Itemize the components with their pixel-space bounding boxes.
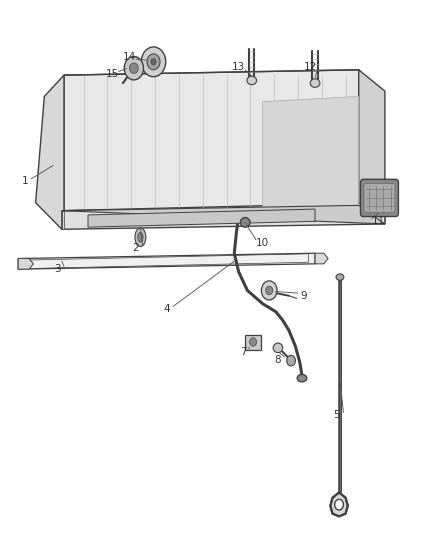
Polygon shape [18,259,33,269]
Text: 7: 7 [240,346,246,357]
Polygon shape [62,203,385,229]
Polygon shape [263,96,359,213]
Ellipse shape [135,228,146,247]
Circle shape [151,59,156,65]
Text: 1: 1 [21,176,28,187]
Text: 10: 10 [256,238,269,247]
Ellipse shape [297,374,307,382]
Text: 8: 8 [275,354,281,365]
Ellipse shape [240,217,250,227]
FancyBboxPatch shape [245,335,261,350]
Text: 5: 5 [334,410,340,421]
Text: 4: 4 [163,304,170,314]
Ellipse shape [138,232,143,242]
Polygon shape [64,70,359,211]
Circle shape [147,54,160,70]
Ellipse shape [247,76,257,85]
Text: 15: 15 [106,69,119,79]
Ellipse shape [336,274,344,280]
Text: 12: 12 [304,62,317,72]
Text: 9: 9 [301,290,307,301]
Text: 11: 11 [372,216,385,227]
Polygon shape [62,211,64,229]
Circle shape [130,63,138,74]
Polygon shape [35,75,64,229]
Ellipse shape [310,79,320,87]
Circle shape [250,338,257,346]
Circle shape [261,281,277,300]
Text: 14: 14 [123,52,136,61]
FancyBboxPatch shape [364,183,395,212]
Polygon shape [330,492,348,516]
Text: 2: 2 [133,243,139,253]
Circle shape [335,499,343,510]
Circle shape [124,56,144,80]
Polygon shape [315,253,328,264]
Circle shape [266,286,273,295]
Text: 3: 3 [54,264,61,274]
Polygon shape [88,209,315,227]
Polygon shape [359,70,385,224]
Text: 13: 13 [232,62,245,72]
FancyBboxPatch shape [360,179,399,216]
Polygon shape [62,205,385,224]
Ellipse shape [273,343,283,353]
Circle shape [287,356,295,366]
Circle shape [141,47,166,77]
Polygon shape [18,253,315,269]
